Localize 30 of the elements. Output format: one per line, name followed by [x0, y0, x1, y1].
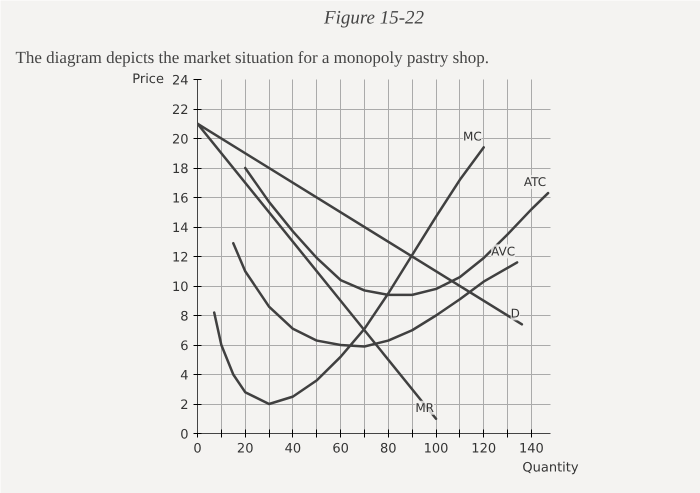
chart-title: Figure 15-22: [322, 8, 425, 28]
x-tick-label: 20: [236, 442, 254, 456]
x-tick-label: 0: [193, 442, 202, 456]
series-label: D: [510, 306, 520, 320]
x-tick-label: 140: [519, 442, 544, 456]
y-tick-label: 10: [172, 280, 189, 295]
y-axis-title: Price: [132, 72, 164, 87]
x-tick-label: 40: [284, 442, 302, 456]
x-tick-label: 100: [424, 442, 448, 456]
y-tick-label: 2: [180, 398, 189, 413]
y-tick-label: 8: [180, 310, 189, 324]
y-tick-label: 0: [180, 428, 189, 442]
x-axis-title: Quantity: [522, 460, 579, 476]
y-tick-label: 20: [172, 132, 189, 148]
y-tick-label: 12: [172, 250, 189, 266]
y-tick-label: 24: [172, 74, 189, 88]
y-tick-label: 6: [180, 339, 189, 354]
y-tick-label: 22: [172, 103, 189, 118]
series-label: AVC: [491, 244, 516, 258]
series-label: ATC: [524, 175, 546, 190]
y-tick-label: 16: [172, 192, 189, 206]
series-label: MR: [415, 400, 434, 415]
series-label: MC: [462, 129, 482, 144]
y-tick-label: 18: [172, 162, 189, 177]
x-tick-label: 80: [380, 442, 397, 456]
y-tick-label: 4: [180, 368, 189, 384]
y-tick-label: 14: [172, 221, 189, 236]
x-tick-label: 60: [332, 442, 349, 456]
chart-subtitle: The diagram depicts the market situation for a monopoly pastry shop.: [16, 48, 490, 67]
x-tick-label: 120: [471, 442, 496, 456]
